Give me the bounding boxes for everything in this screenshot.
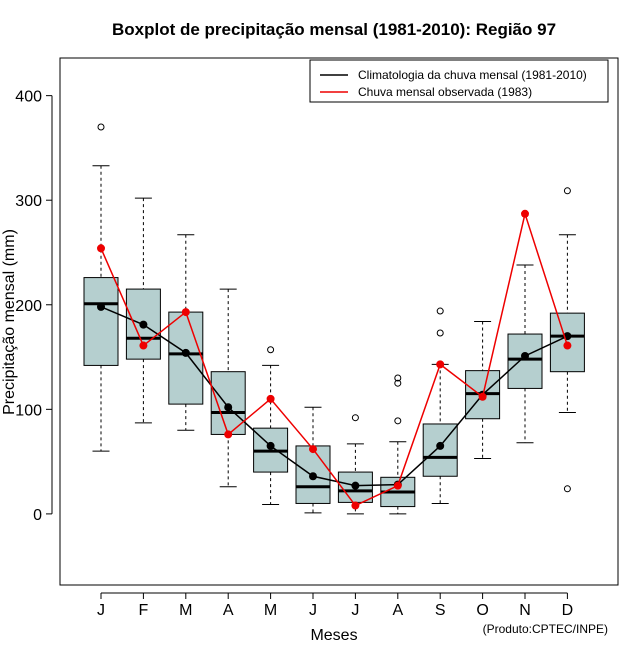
x-tick-label: J bbox=[309, 602, 317, 619]
y-tick-label: 200 bbox=[15, 298, 42, 315]
x-tick-label: N bbox=[519, 602, 531, 619]
x-tick-label: J bbox=[97, 602, 105, 619]
legend: Climatologia da chuva mensal (1981-2010)… bbox=[309, 59, 609, 103]
series-point-observed bbox=[436, 360, 445, 369]
box-2 bbox=[125, 197, 161, 424]
series-point-climatology bbox=[97, 302, 105, 311]
x-tick-label: S bbox=[435, 602, 446, 619]
x-tick-label: J bbox=[351, 602, 359, 619]
series-point-observed bbox=[266, 394, 275, 403]
series-point-observed bbox=[351, 501, 360, 510]
outlier-point bbox=[351, 414, 359, 422]
y-axis: 0 100 200 300 400 bbox=[15, 89, 53, 524]
legend-label-observed: Chuva mensal observada (1983) bbox=[358, 85, 532, 99]
box-10 bbox=[465, 321, 501, 459]
series-observed bbox=[97, 209, 572, 510]
series-point-climatology bbox=[181, 348, 190, 357]
box-3 bbox=[168, 234, 204, 431]
outlier-point bbox=[563, 485, 571, 493]
outlier-point bbox=[394, 379, 402, 387]
box-7 bbox=[337, 414, 373, 515]
series-point-observed bbox=[224, 430, 233, 439]
box-9 bbox=[422, 307, 458, 504]
x-tick-label: D bbox=[562, 602, 574, 619]
box-6 bbox=[295, 406, 331, 514]
series-point-observed bbox=[521, 209, 529, 218]
series-point-climatology bbox=[224, 403, 233, 412]
series-point-climatology bbox=[436, 441, 445, 450]
series-point-climatology bbox=[266, 441, 275, 450]
box-iqr bbox=[83, 277, 119, 366]
chart-title: Boxplot de precipitação mensal (1981-201… bbox=[112, 20, 556, 39]
series-point-observed bbox=[478, 392, 487, 401]
series-point-climatology bbox=[309, 472, 317, 481]
series-point-observed bbox=[393, 481, 402, 490]
outlier-point bbox=[436, 307, 444, 315]
x-tick-label: A bbox=[223, 602, 234, 619]
plot-frame bbox=[59, 57, 619, 586]
legend-box bbox=[309, 59, 609, 103]
series-point-observed bbox=[97, 244, 105, 253]
x-tick-label: O bbox=[476, 602, 488, 619]
series-point-observed bbox=[309, 445, 317, 454]
outlier-point bbox=[394, 374, 402, 382]
box-4 bbox=[210, 288, 246, 488]
legend-label-climatology: Climatologia da chuva mensal (1981-2010) bbox=[358, 68, 587, 82]
outlier-point bbox=[394, 417, 402, 425]
y-tick-label: 100 bbox=[15, 402, 42, 419]
x-tick-label: F bbox=[139, 602, 149, 619]
x-tick-label: M bbox=[264, 602, 277, 619]
y-tick-label: 300 bbox=[15, 193, 42, 210]
y-tick-label: 400 bbox=[15, 89, 42, 106]
product-credit: (Produto:CPTEC/INPE) bbox=[483, 622, 608, 636]
outlier-point bbox=[97, 123, 105, 131]
x-axis-label: Meses bbox=[310, 627, 357, 644]
box-iqr bbox=[422, 423, 458, 477]
x-tick-label: A bbox=[392, 602, 403, 619]
series-point-climatology bbox=[521, 352, 529, 361]
series-point-observed bbox=[139, 341, 148, 350]
box-iqr bbox=[168, 311, 204, 405]
y-tick-label: 0 bbox=[33, 507, 42, 524]
x-tick-label: M bbox=[179, 602, 192, 619]
box-5 bbox=[253, 346, 289, 505]
boxes-layer bbox=[83, 123, 585, 515]
outlier-point bbox=[267, 346, 275, 354]
box-iqr bbox=[507, 333, 543, 389]
outlier-point bbox=[436, 329, 444, 337]
box-1 bbox=[83, 123, 119, 452]
outlier-point bbox=[563, 187, 571, 195]
series-point-climatology bbox=[351, 481, 360, 490]
series-point-observed bbox=[181, 308, 190, 317]
box-8 bbox=[380, 374, 416, 515]
series-line-climatology bbox=[100, 306, 568, 487]
series-point-observed bbox=[563, 341, 572, 350]
series-line-observed bbox=[100, 210, 569, 507]
series-layer bbox=[97, 209, 572, 510]
series-climatology bbox=[97, 302, 572, 490]
y-axis-label: Precipitação mensal (mm) bbox=[1, 229, 18, 415]
series-point-climatology bbox=[139, 320, 148, 329]
